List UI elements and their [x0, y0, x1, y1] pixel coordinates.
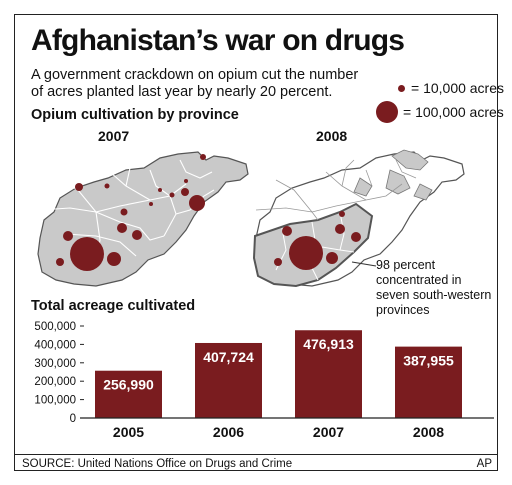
footer-rule: [14, 454, 498, 455]
credit: AP: [476, 458, 492, 470]
legend-small: = 10,000 acres: [393, 80, 504, 96]
bar-2006: [195, 342, 262, 418]
bar-value-label: 407,724: [203, 349, 254, 365]
x-category-label: 2007: [313, 424, 344, 440]
bar-2005: [95, 370, 162, 418]
y-tick-label: 200,000: [34, 376, 76, 388]
y-tick-label: 0: [70, 413, 76, 425]
x-category-label: 2006: [213, 424, 244, 440]
bar-value-label: 387,955: [403, 353, 454, 369]
y-tick-label: 300,000: [34, 358, 76, 370]
bars-heading: Total acreage cultivated: [31, 298, 196, 314]
map-year-2007: 2007: [98, 128, 130, 144]
annotation-leader-line: [351, 261, 377, 267]
legend-small-label: = 10,000 acres: [411, 80, 505, 96]
bar-value-label: 476,913: [303, 336, 354, 352]
small-dot-icon: [398, 84, 405, 92]
graphic-frame: [14, 14, 498, 471]
map-2007: [37, 151, 249, 287]
x-category-label: 2008: [413, 424, 444, 440]
y-tick-label: 500,000: [34, 321, 76, 333]
bar-2007: [295, 330, 362, 418]
source-note: SOURCE: United Nations Office on Drugs a…: [22, 458, 293, 470]
legend-large-label: = 100,000 acres: [403, 104, 504, 120]
maps-svg: [37, 149, 465, 288]
map-2008: [252, 149, 465, 288]
y-tick-label: 400,000: [34, 339, 76, 351]
province-borders-2008: [255, 159, 417, 221]
map-annotation: 98 percent concentrated in seven south-w…: [376, 258, 492, 317]
y-tick-label: 100,000: [34, 395, 76, 407]
legend-large: = 100,000 acres: [376, 101, 504, 123]
bar-value-label: 256,990: [103, 377, 154, 393]
page-title: Afghanistan’s war on drugs: [31, 24, 405, 57]
bar-chart: 0 100,000 200,000 300,000 400,000 500,000 256…: [34, 321, 494, 440]
maps-heading: Opium cultivation by province: [31, 107, 239, 123]
large-dot-icon: [376, 101, 398, 123]
map-year-2008: 2008: [316, 128, 348, 144]
x-category-label: 2005: [113, 424, 144, 440]
bar-2008: [395, 346, 462, 418]
province-dots-2007: [56, 154, 206, 271]
province-dots-2008: [274, 211, 361, 270]
subtitle: A government crackdown on opium cut the …: [31, 67, 359, 100]
province-borders-2007: [39, 159, 215, 263]
